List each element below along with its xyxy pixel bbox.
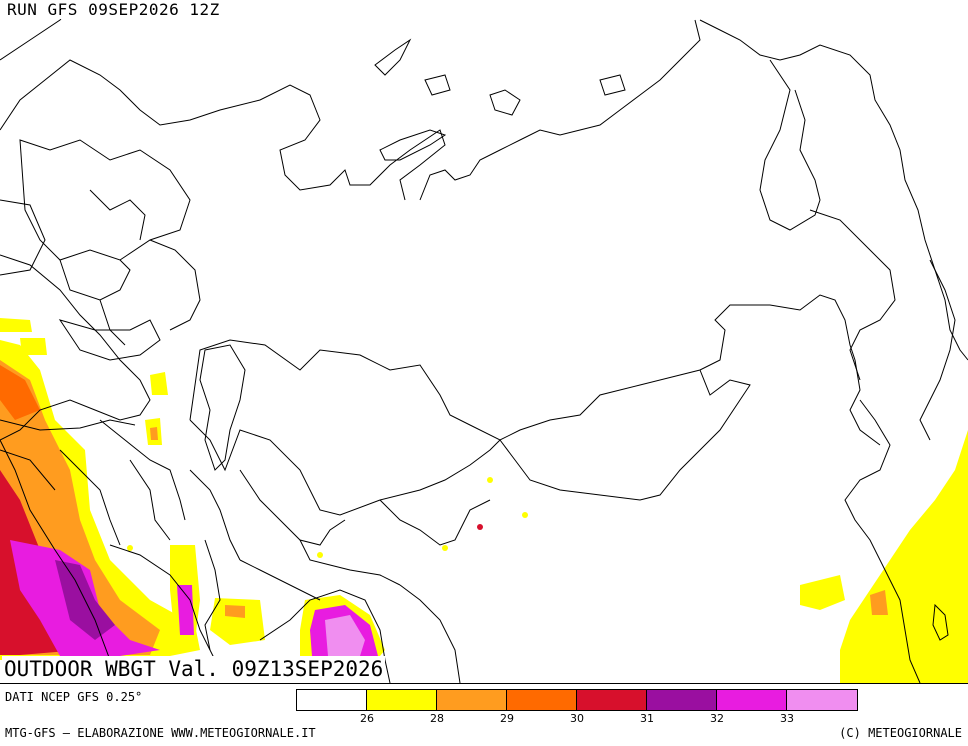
heat-dot <box>487 477 493 483</box>
map-title: OUTDOOR WBGT Val. 09Z13SEP2026 <box>2 656 386 682</box>
heat-region-pak-orange <box>225 605 245 618</box>
heat-region-europe-spot2 <box>20 338 47 355</box>
heat-region-caucasus-spot <box>150 372 168 395</box>
legend-tick-label: 33 <box>780 712 794 725</box>
heat-region-pak-yellow <box>210 598 265 645</box>
legend-tick-label: 31 <box>640 712 654 725</box>
legend-tick-label: 32 <box>710 712 724 725</box>
heat-region-china-yellow <box>840 430 968 683</box>
legend-swatch <box>507 690 577 710</box>
legend-swatch <box>367 690 437 710</box>
map-canvas <box>0 0 968 683</box>
heat-dot <box>477 524 483 530</box>
wbgt-fill-layer <box>0 318 968 683</box>
legend-ticks: 26 28 29 30 31 32 33 <box>296 712 860 726</box>
heat-region-china-orange <box>870 590 888 615</box>
heat-dot <box>317 552 323 558</box>
legend-tick-label: 29 <box>500 712 514 725</box>
heat-region-iran-magenta <box>177 585 194 635</box>
heat-dot <box>522 512 528 518</box>
heat-dot <box>127 545 133 551</box>
legend-swatch <box>717 690 787 710</box>
heat-region-caucasus-spot3 <box>150 427 158 440</box>
data-source-label: DATI NCEP GFS 0.25° <box>5 690 143 704</box>
border-layer <box>0 139 881 683</box>
legend-swatch <box>647 690 717 710</box>
legend-tick-label: 28 <box>430 712 444 725</box>
coastline-layer <box>0 0 968 683</box>
credit-right: (C) METEOGIORNALE <box>839 726 962 740</box>
heat-region-china-spots <box>800 575 845 610</box>
legend-swatch <box>577 690 647 710</box>
legend-swatch <box>297 690 367 710</box>
heat-region-levant-red <box>0 365 40 420</box>
legend-tick-label: 26 <box>360 712 374 725</box>
legend-tick-label: 30 <box>570 712 584 725</box>
color-legend <box>296 689 858 711</box>
footer: DATI NCEP GFS 0.25° 26 28 29 30 31 32 33 MTG-G… <box>0 683 968 746</box>
heat-region-india-pink <box>325 615 365 656</box>
run-label: RUN GFS 09SEP2026 12Z <box>5 0 222 19</box>
heat-region-europe-spot <box>0 318 32 332</box>
legend-swatch <box>437 690 507 710</box>
heat-dot <box>442 545 448 551</box>
legend-swatch <box>787 690 857 710</box>
credit-left: MTG-GFS — ELABORAZIONE WWW.METEOGIORNALE… <box>5 726 316 740</box>
